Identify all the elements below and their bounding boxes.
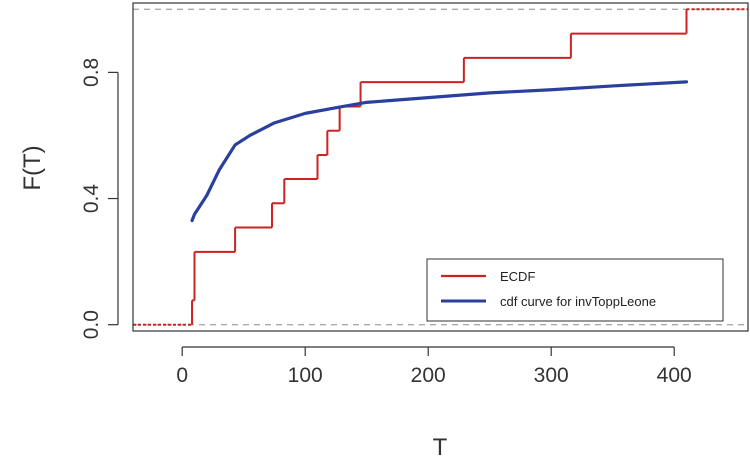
x-tick-label: 200 — [411, 364, 446, 387]
x-tick-label: 400 — [657, 364, 692, 387]
legend: ECDF cdf curve for invToppLeone — [426, 258, 724, 322]
y-tick-label: 0.4 — [80, 184, 103, 214]
y-axis-title: F(T) — [19, 145, 46, 190]
plot-frame — [132, 2, 749, 332]
legend-box — [426, 258, 724, 322]
series-ecdf — [133, 8, 748, 326]
x-tick-label: 300 — [534, 364, 569, 387]
x-axis-title: T — [433, 434, 448, 461]
x-axis: 0 100 200 300 400 — [176, 346, 692, 387]
x-tick-label: 100 — [288, 364, 323, 387]
y-tick-label: 0.0 — [80, 310, 103, 339]
legend-label-ecdf: ECDF — [500, 269, 535, 284]
x-tick-label: 0 — [176, 364, 188, 387]
reference-lines — [133, 8, 748, 326]
y-tick-label: 0.8 — [80, 58, 103, 87]
legend-label-cdf: cdf curve for invToppLeone — [500, 294, 656, 309]
series-cdf-curve — [190, 80, 689, 223]
y-axis: 0.0 0.4 0.8 — [80, 58, 119, 339]
series-layer — [133, 8, 748, 326]
